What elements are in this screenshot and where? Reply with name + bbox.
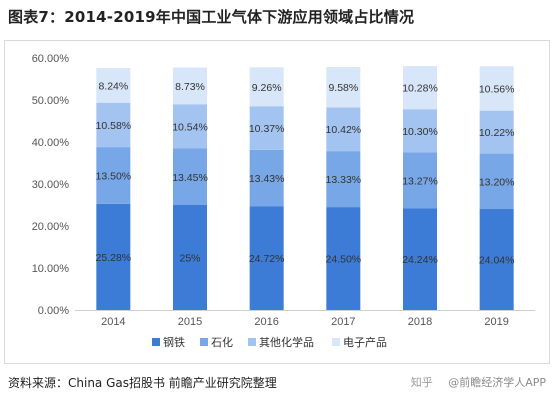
data-label: 10.30% — [402, 126, 438, 138]
legend-swatch — [248, 338, 256, 346]
legend-label: 石化 — [211, 335, 233, 349]
bar-segment — [173, 104, 207, 149]
bar-segment — [479, 153, 514, 210]
data-label: 10.28% — [402, 83, 438, 95]
bar-segment — [479, 110, 514, 154]
y-tick-label: 40.00% — [32, 137, 70, 149]
data-label: 10.58% — [96, 120, 132, 132]
source-note: 资料来源：China Gas招股书 前瞻产业研究院整理 — [8, 376, 277, 390]
y-tick-label: 20.00% — [32, 221, 70, 233]
data-label: 10.22% — [479, 127, 515, 139]
legend-label: 钢铁 — [163, 336, 185, 349]
data-label: 10.42% — [326, 124, 362, 136]
bar-segment — [479, 66, 514, 111]
bar-segment — [326, 107, 361, 152]
legend-swatch — [152, 338, 160, 346]
zhihu-label: 知乎 — [410, 376, 433, 389]
bar-segment — [479, 209, 514, 310]
data-label: 13.27% — [402, 175, 438, 187]
page-title: 图表7：2014-2019年中国工业气体下游应用领域占比情况 — [8, 8, 415, 26]
y-tick-label: 30.00% — [32, 179, 70, 191]
brand-watermark: 知乎 @前瞻经济学人APP — [411, 374, 546, 390]
data-label: 10.54% — [172, 121, 208, 133]
bar-segment — [96, 102, 131, 148]
data-label: 13.43% — [249, 173, 285, 185]
bar-segment — [249, 67, 284, 107]
bar-segment — [96, 68, 131, 103]
data-label: 13.33% — [326, 174, 362, 186]
bar-segment — [403, 152, 437, 209]
legend-swatch — [200, 338, 208, 346]
bar-segment — [173, 205, 207, 310]
data-label: 13.20% — [479, 176, 515, 188]
bar-segment — [326, 151, 361, 208]
data-label: 24.50% — [326, 254, 362, 266]
bar-segment — [326, 67, 361, 108]
stacked-bar-chart: 0.00% 10.00% 20.00% 30.00% 40.00% 50.00% 60.00… — [32, 53, 535, 349]
bar-segment — [96, 203, 131, 310]
data-label: 25% — [179, 253, 200, 265]
legend-label: 其他化学品 — [259, 335, 314, 349]
x-tick-label: 2018 — [408, 316, 432, 328]
data-label: 9.58% — [328, 82, 358, 94]
y-tick-label: 0.00% — [38, 305, 69, 317]
x-tick-label: 2015 — [178, 316, 202, 328]
bar-segment — [249, 206, 284, 310]
data-label: 24.24% — [402, 254, 438, 266]
y-tick-label: 60.00% — [32, 53, 70, 65]
x-tick-label: 2017 — [331, 316, 355, 328]
bar-segment — [249, 106, 284, 150]
bar-segment — [173, 148, 207, 205]
bar-segment — [403, 109, 437, 153]
data-label: 8.73% — [175, 81, 205, 93]
legend-swatch — [332, 338, 340, 346]
data-label: 10.37% — [249, 123, 285, 135]
x-tick-label: 2019 — [484, 316, 508, 328]
data-label: 24.72% — [249, 253, 285, 265]
bar-segment — [173, 67, 207, 105]
bar-segment — [326, 207, 361, 310]
bar-segment — [403, 66, 437, 110]
x-tick-label: 2016 — [254, 316, 278, 328]
y-tick-label: 10.00% — [32, 263, 70, 275]
data-label: 8.24% — [98, 80, 128, 92]
chart-frame: 0.00% 10.00% 20.00% 30.00% 40.00% 50.00% 60.00… — [4, 40, 550, 364]
x-tick-label: 2014 — [101, 316, 125, 328]
data-label: 13.45% — [172, 172, 208, 184]
bar-segment — [96, 147, 131, 204]
data-label: 24.04% — [479, 255, 515, 267]
account-label: @前瞻经济学人APP — [448, 376, 546, 389]
data-label: 9.26% — [252, 82, 282, 94]
bar-segment — [249, 149, 284, 207]
bar-segment — [403, 208, 437, 310]
legend-label: 电子产品 — [343, 335, 387, 349]
data-label: 13.50% — [96, 170, 132, 182]
data-label: 10.56% — [479, 83, 515, 95]
data-label: 25.28% — [96, 252, 132, 264]
y-tick-label: 50.00% — [32, 95, 70, 107]
